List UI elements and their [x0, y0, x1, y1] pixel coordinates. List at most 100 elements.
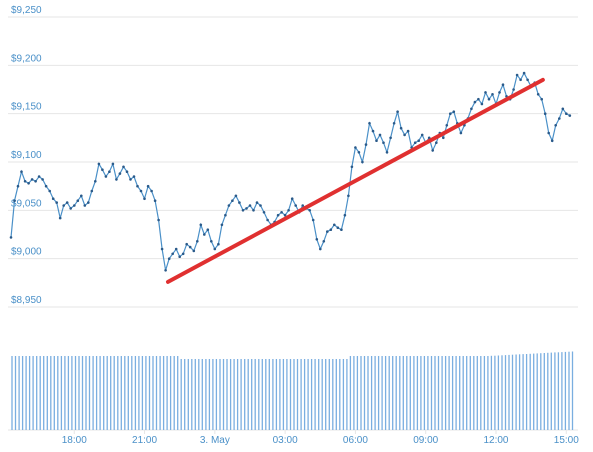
- price-point: [210, 240, 213, 243]
- x-tick-label: 03:00: [273, 435, 298, 446]
- price-point: [568, 114, 572, 117]
- price-point: [389, 136, 392, 140]
- price-point: [58, 216, 62, 220]
- price-point: [80, 194, 83, 198]
- price-point: [491, 93, 494, 96]
- price-point: [108, 170, 111, 173]
- price-point: [118, 172, 122, 175]
- trend-line-segment: [165, 77, 545, 284]
- price-point: [392, 122, 396, 125]
- price-point: [231, 199, 234, 202]
- price-point: [361, 160, 364, 164]
- price-point: [188, 245, 192, 249]
- price-point: [311, 218, 315, 222]
- price-point: [87, 201, 90, 204]
- price-point: [420, 133, 424, 137]
- price-point: [280, 211, 283, 214]
- price-point: [435, 141, 438, 144]
- price-point: [30, 178, 34, 181]
- price-point: [536, 93, 540, 96]
- price-point: [480, 102, 484, 106]
- price-point: [445, 124, 449, 127]
- price-point: [364, 143, 368, 146]
- price-point: [565, 112, 568, 115]
- price-point: [206, 228, 210, 231]
- price-point: [452, 110, 456, 113]
- volume-bars: [8, 351, 578, 431]
- price-point: [101, 168, 104, 171]
- price-point: [550, 139, 554, 142]
- price-point: [227, 204, 231, 207]
- price-point: [498, 91, 501, 94]
- price-point: [283, 213, 287, 217]
- price-point: [160, 247, 164, 251]
- price-point: [266, 218, 269, 222]
- price-point: [333, 223, 336, 227]
- price-point: [125, 170, 129, 173]
- price-point: [217, 242, 220, 246]
- price-point: [132, 175, 136, 178]
- price-point: [427, 136, 431, 140]
- price-point: [129, 178, 132, 181]
- price-point: [241, 209, 245, 212]
- price-point: [477, 97, 480, 101]
- price-point: [470, 107, 473, 111]
- price-point: [245, 207, 248, 210]
- x-tick-label: 15:00: [554, 435, 579, 446]
- price-point: [16, 184, 20, 188]
- price-point: [290, 197, 294, 200]
- price-point: [213, 247, 217, 251]
- price-point: [543, 112, 547, 115]
- y-tick-label: $9,000: [11, 247, 42, 258]
- price-point: [336, 226, 340, 229]
- price-point: [322, 240, 326, 243]
- price-point: [375, 139, 378, 142]
- price-point: [350, 165, 354, 169]
- price-point: [515, 73, 519, 77]
- price-point: [153, 199, 157, 202]
- price-point: [48, 189, 51, 193]
- price-point: [164, 269, 167, 272]
- price-point: [484, 91, 487, 94]
- x-tick-label: 12:00: [483, 435, 508, 446]
- price-point: [62, 204, 65, 207]
- price-point: [136, 184, 139, 188]
- price-point: [347, 194, 350, 198]
- price-point: [181, 252, 185, 256]
- price-point: [20, 170, 23, 173]
- price-point: [554, 124, 557, 127]
- price-point: [76, 199, 80, 202]
- price-point: [199, 223, 203, 227]
- price-point: [319, 247, 322, 251]
- price-point: [354, 146, 357, 149]
- grid-lines: [8, 16, 578, 308]
- price-point: [301, 204, 305, 207]
- price-point: [442, 136, 445, 140]
- price-point: [73, 204, 76, 207]
- y-tick-label: $9,050: [11, 198, 42, 209]
- price-point: [139, 189, 143, 193]
- price-point: [561, 107, 565, 111]
- price-point: [501, 83, 505, 86]
- price-point: [326, 230, 329, 233]
- price-point: [34, 180, 37, 183]
- price-point: [340, 228, 343, 231]
- price-point: [547, 131, 550, 135]
- price-point: [51, 197, 55, 200]
- x-tick-label: 3. May: [200, 435, 230, 446]
- price-series: [9, 71, 572, 272]
- price-point: [255, 201, 259, 204]
- price-point: [69, 207, 72, 210]
- price-point: [308, 209, 312, 212]
- price-point: [382, 141, 385, 144]
- price-point: [143, 197, 146, 200]
- price-point: [203, 233, 206, 236]
- price-point: [315, 238, 319, 241]
- price-point: [396, 110, 399, 113]
- y-tick-label: $8,950: [11, 295, 42, 306]
- price-point: [343, 213, 347, 217]
- price-point: [55, 201, 58, 204]
- price-point: [65, 201, 69, 204]
- price-point: [406, 129, 410, 133]
- price-point: [287, 209, 290, 212]
